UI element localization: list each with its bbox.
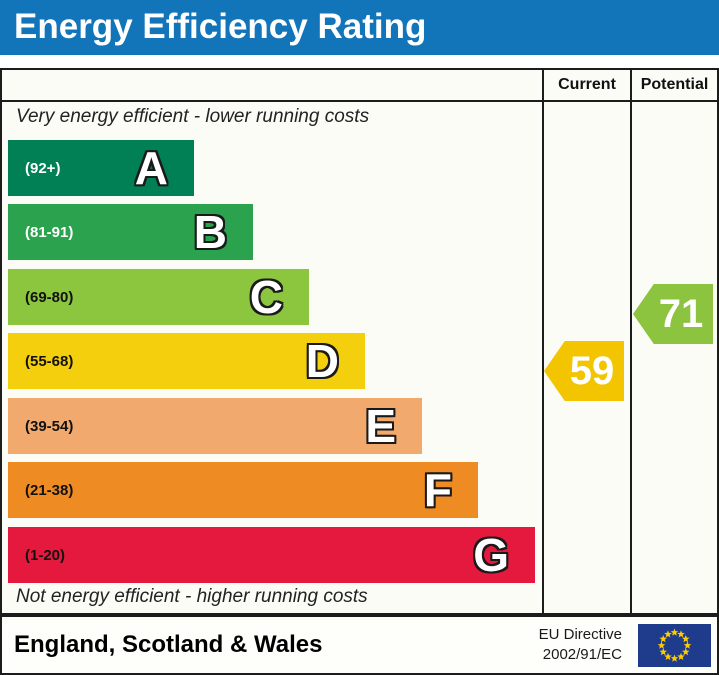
column-divider-potential xyxy=(630,70,632,613)
eu-flag xyxy=(638,624,711,667)
band-letter-B: B xyxy=(193,206,227,258)
band-range-label-B: (81-91) xyxy=(25,223,74,241)
band-range-label-C: (69-80) xyxy=(25,288,74,306)
column-divider-current xyxy=(542,70,544,613)
rating-chart: Current Potential Very energy efficient … xyxy=(0,68,719,615)
eu-directive-line1: EU Directive xyxy=(538,625,622,643)
column-header-current: Current xyxy=(558,76,616,93)
band-row-F: (21-38) F xyxy=(8,462,478,518)
band-row-D: (55-68) D xyxy=(8,333,365,389)
band-row-G: (1-20) G xyxy=(8,527,535,583)
band-row-B: (81-91) B xyxy=(8,204,253,260)
potential-rating-value: 71 xyxy=(658,292,704,336)
band-range-label-G: (1-20) xyxy=(25,546,66,564)
band-range-label-D: (55-68) xyxy=(25,352,74,370)
band-letter-E: E xyxy=(365,400,396,452)
eu-directive-line2: 2002/91/EC xyxy=(542,646,622,663)
note-not-efficient: Not energy efficient - higher running co… xyxy=(16,586,368,607)
potential-rating-arrow: 71 xyxy=(633,284,713,344)
band-row-E: (39-54) E xyxy=(8,398,422,454)
band-range-label-A: (92+) xyxy=(25,159,61,177)
band-letter-D: D xyxy=(305,335,339,387)
band-row-C: (69-80) C xyxy=(8,269,309,325)
band-row-A: (92+) A xyxy=(8,140,194,196)
footer-bar: England, Scotland & Wales EU Directive 2… xyxy=(0,615,719,675)
current-rating-arrow: 59 xyxy=(544,341,624,401)
note-very-efficient: Very energy efficient - lower running co… xyxy=(16,106,370,127)
current-rating-value: 59 xyxy=(569,349,615,393)
band-range-label-F: (21-38) xyxy=(25,481,74,499)
title-banner: Energy Efficiency Rating xyxy=(0,0,719,55)
band-letter-F: F xyxy=(423,464,452,516)
header-divider xyxy=(2,100,717,102)
footer-region-label: England, Scotland & Wales xyxy=(14,631,323,658)
band-range-label-E: (39-54) xyxy=(25,417,74,435)
band-letter-C: C xyxy=(249,271,283,323)
band-letter-A: A xyxy=(134,142,168,194)
band-letter-G: G xyxy=(473,529,509,581)
column-header-potential: Potential xyxy=(640,76,709,93)
eu-directive-label: EU Directive 2002/91/EC xyxy=(539,625,622,666)
page-title: Energy Efficiency Rating xyxy=(14,6,427,46)
